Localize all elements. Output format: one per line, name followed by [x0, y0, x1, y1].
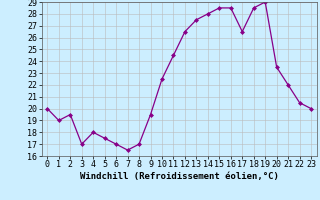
X-axis label: Windchill (Refroidissement éolien,°C): Windchill (Refroidissement éolien,°C) — [80, 172, 279, 181]
